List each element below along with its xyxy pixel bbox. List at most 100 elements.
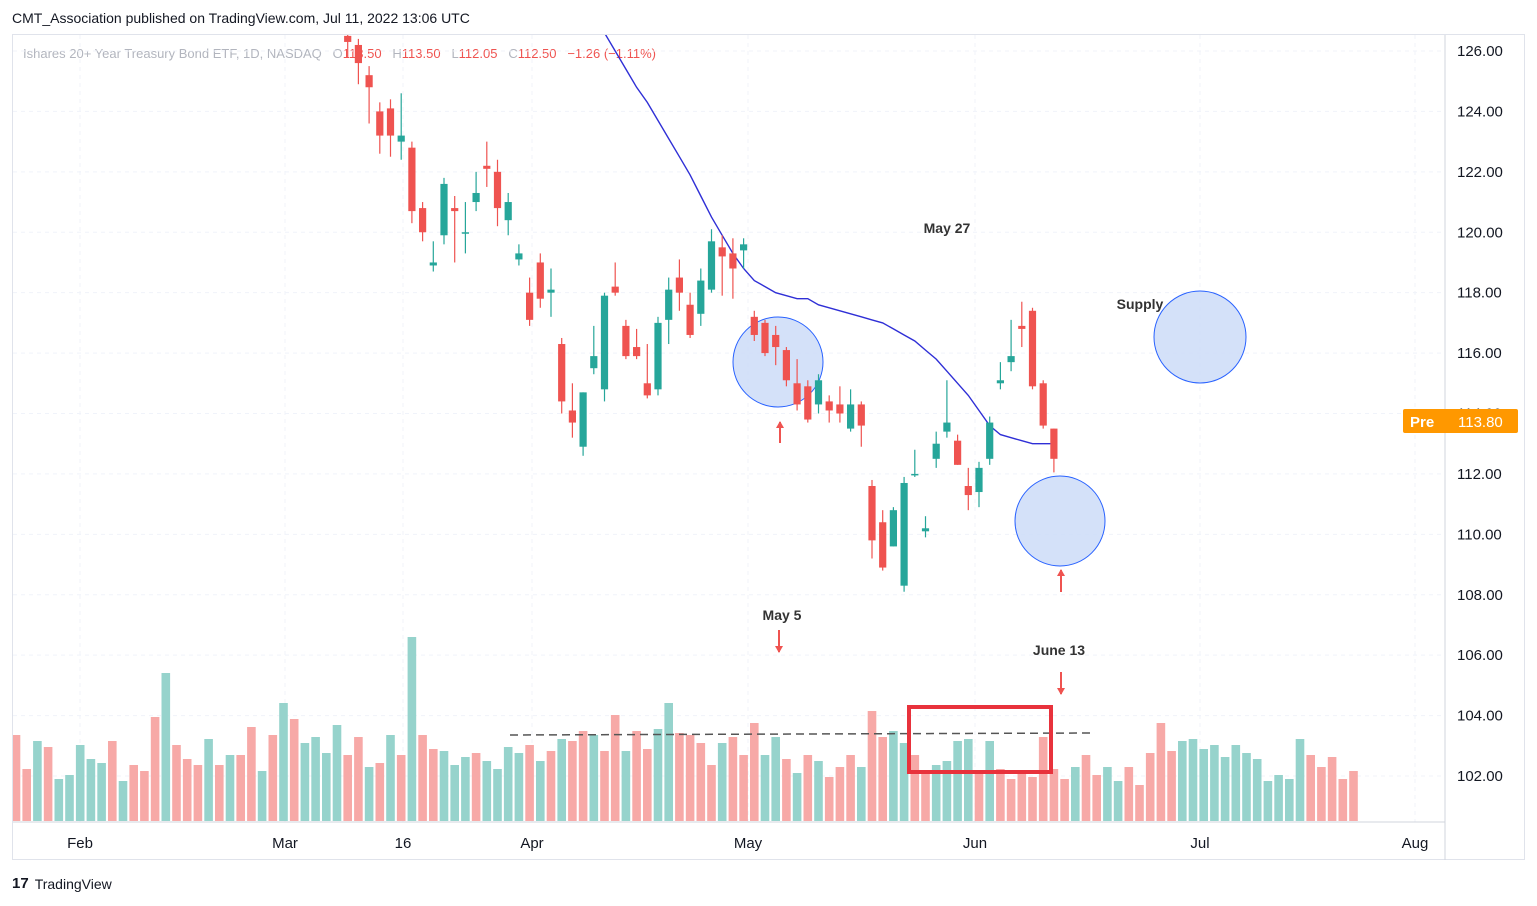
volume-bar bbox=[1252, 759, 1262, 821]
volume-bar bbox=[739, 755, 748, 821]
volume-bar bbox=[289, 719, 299, 821]
plot-area bbox=[13, 35, 1358, 821]
candle-body bbox=[643, 383, 651, 396]
volume-bar bbox=[1274, 775, 1283, 821]
volume-bar bbox=[193, 765, 203, 821]
candle-body bbox=[954, 440, 962, 465]
volume-bar bbox=[685, 735, 695, 821]
volume-bar bbox=[985, 741, 994, 821]
x-tick-label: May bbox=[734, 835, 763, 852]
x-tick-label: 16 bbox=[395, 835, 412, 852]
volume-bar bbox=[1167, 751, 1176, 821]
candle-body bbox=[772, 334, 780, 348]
arrow-down-may5-head bbox=[775, 646, 783, 653]
volume-bar bbox=[857, 767, 866, 821]
volume-bar bbox=[386, 735, 395, 821]
volume-bar bbox=[824, 777, 834, 821]
volume-bar bbox=[707, 765, 716, 821]
volume-bar bbox=[1317, 767, 1326, 821]
y-tick-label: 120.00 bbox=[1457, 224, 1503, 241]
volume-bar bbox=[910, 755, 920, 821]
candle-body bbox=[1028, 310, 1037, 387]
volume-bar bbox=[1028, 777, 1037, 821]
volume-bar bbox=[760, 755, 770, 821]
volume-bar bbox=[1145, 753, 1155, 821]
arrow-up-june-head bbox=[1057, 569, 1065, 576]
volume-bar bbox=[1327, 757, 1337, 821]
legend-open-label: O bbox=[332, 46, 343, 61]
volume-bar bbox=[279, 703, 288, 821]
volume-bar bbox=[889, 731, 898, 821]
volume-bar bbox=[568, 741, 577, 821]
candle-body bbox=[932, 443, 940, 459]
arrow-down-june13-head bbox=[1057, 688, 1065, 695]
volume-bar bbox=[578, 731, 588, 821]
candle-body bbox=[1007, 356, 1015, 363]
volume-bar bbox=[1017, 771, 1027, 821]
volume-average-line bbox=[509, 732, 1096, 736]
volume-bar bbox=[1081, 755, 1091, 821]
candle-body bbox=[472, 192, 480, 203]
candle-body bbox=[900, 482, 908, 586]
candle-body bbox=[344, 35, 352, 42]
candle-body bbox=[836, 404, 844, 414]
y-tick-label: 116.00 bbox=[1457, 345, 1502, 362]
candle-body bbox=[975, 467, 983, 493]
footer-brand: TradingView bbox=[34, 875, 112, 892]
candle-body bbox=[483, 165, 491, 169]
legend-low-label: L bbox=[451, 46, 459, 61]
volume-bar bbox=[1188, 739, 1198, 821]
volume-bar bbox=[471, 753, 481, 821]
volume-bar bbox=[364, 767, 374, 821]
volume-bar bbox=[750, 723, 759, 821]
candle-body bbox=[761, 322, 769, 354]
candle-body bbox=[825, 401, 833, 411]
volume-bar bbox=[118, 781, 128, 821]
volume-bar bbox=[375, 763, 385, 821]
volume-bar bbox=[717, 743, 727, 821]
volume-bar bbox=[964, 739, 973, 821]
volume-bar bbox=[1306, 755, 1315, 821]
x-tick-label: Jun bbox=[963, 835, 987, 852]
volume-bar bbox=[675, 733, 684, 821]
candle-body bbox=[921, 528, 930, 532]
volume-bar bbox=[1113, 781, 1123, 821]
candle-body bbox=[964, 486, 972, 496]
volume-bar bbox=[1338, 779, 1348, 821]
volume-bar bbox=[13, 735, 21, 821]
volume-bar bbox=[343, 755, 352, 821]
candle-body bbox=[1018, 325, 1026, 329]
volume-bar bbox=[814, 761, 823, 821]
volume-bar bbox=[182, 759, 192, 821]
volume-bar bbox=[536, 761, 545, 821]
chart-frame bbox=[12, 34, 1525, 860]
volume-bar bbox=[493, 769, 502, 821]
y-tick-label: 118.00 bbox=[1457, 285, 1502, 302]
volume-bar bbox=[696, 743, 706, 821]
candle-body bbox=[600, 295, 609, 390]
volume-bar bbox=[43, 747, 53, 821]
volume-bar bbox=[942, 761, 952, 821]
volume-bar bbox=[835, 767, 845, 821]
candle-body bbox=[814, 380, 823, 405]
volume-bar bbox=[97, 763, 106, 821]
candle-body bbox=[429, 262, 437, 266]
candle-body bbox=[879, 522, 887, 568]
volume-bar bbox=[300, 743, 310, 821]
volume-bar bbox=[1103, 767, 1112, 821]
candle-body bbox=[804, 386, 812, 420]
volume-bar bbox=[407, 637, 417, 821]
candle-body bbox=[536, 262, 544, 299]
candle-body bbox=[590, 356, 598, 369]
volume-bar bbox=[322, 753, 331, 821]
x-tick-label: Apr bbox=[520, 835, 543, 852]
volume-bar bbox=[1285, 779, 1294, 821]
candle-body bbox=[943, 422, 951, 432]
footer: 17 TradingView bbox=[12, 875, 112, 892]
candle-body bbox=[493, 171, 502, 209]
volume-bar bbox=[247, 727, 256, 821]
y-tick-label: 110.00 bbox=[1457, 526, 1502, 543]
volume-bar bbox=[921, 771, 930, 821]
volume-bar bbox=[1038, 737, 1048, 821]
